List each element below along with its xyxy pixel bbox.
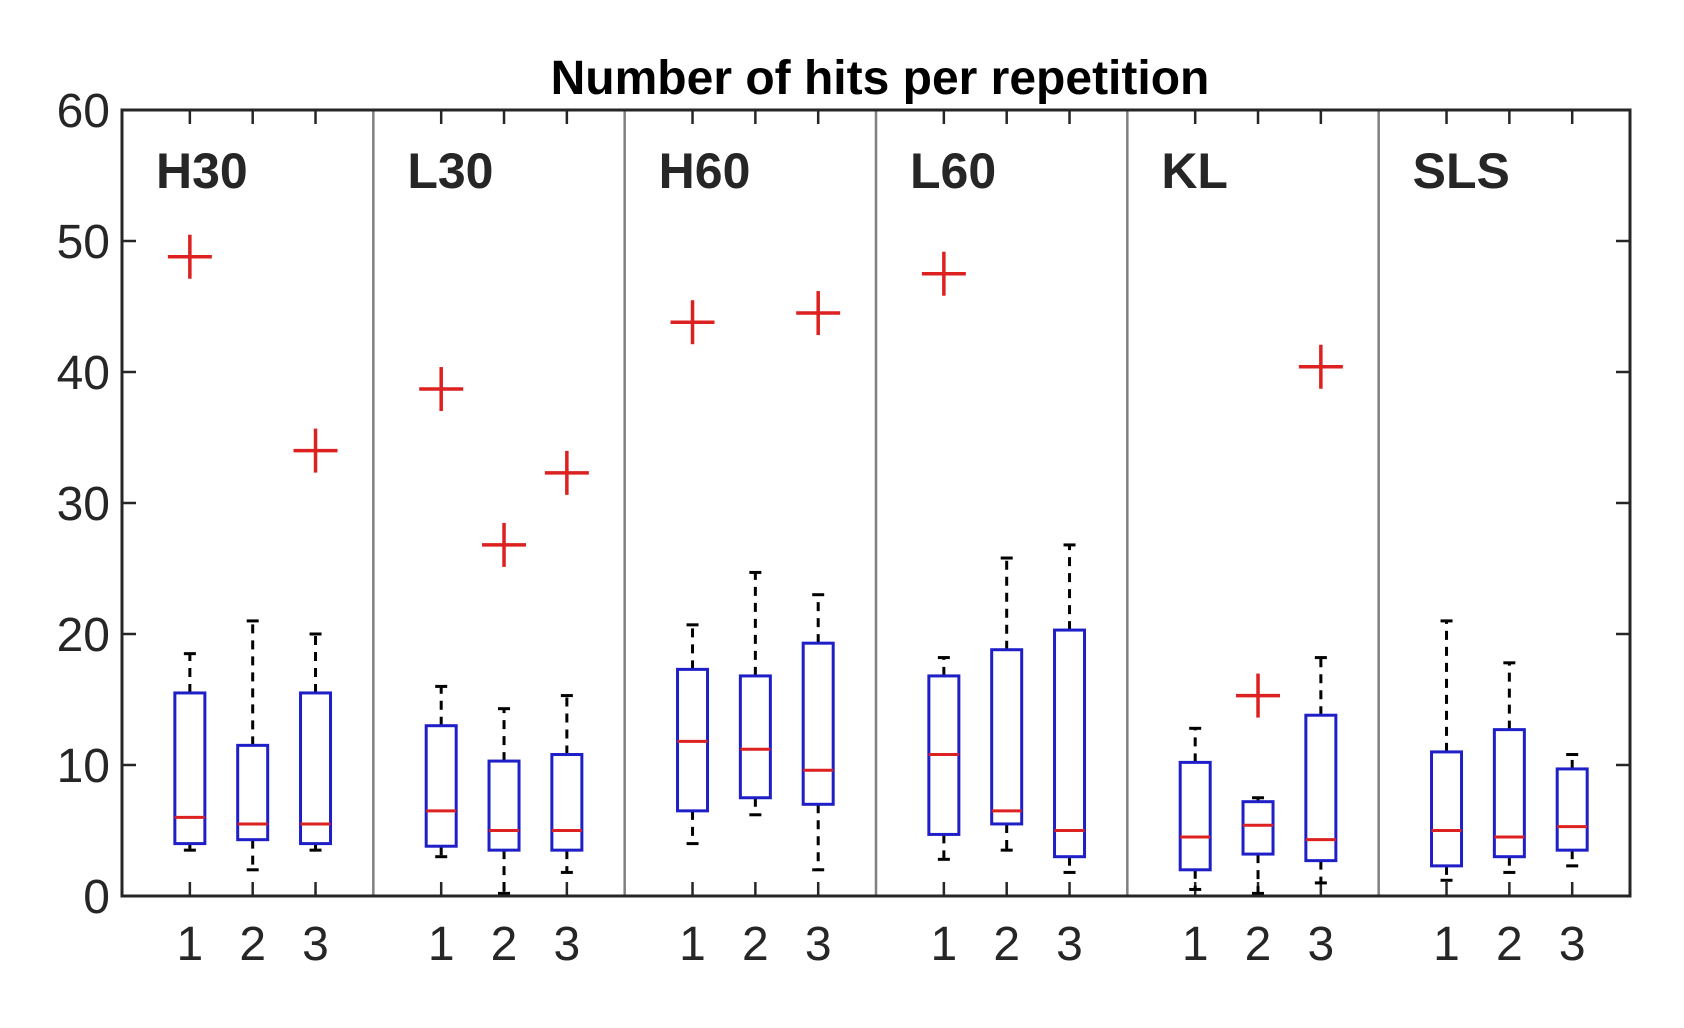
panel-label: L30: [407, 143, 493, 199]
panel-kl: KL 1 2 3: [1161, 110, 1343, 971]
y-tick-label: 30: [57, 478, 110, 531]
box: [1178, 760, 1212, 872]
panel-l30: L30 1 2 3: [407, 110, 589, 971]
x-tick-label: 2: [1245, 918, 1272, 971]
box: [738, 674, 772, 800]
x-tick-label: 2: [491, 918, 518, 971]
x-tick-label: 3: [302, 918, 329, 971]
panel-label: KL: [1161, 143, 1228, 199]
x-tick-label: 1: [428, 918, 455, 971]
box: [487, 759, 521, 852]
y-tick-label: 10: [57, 740, 110, 793]
y-tick-label: 40: [57, 347, 110, 400]
panel-sls: SLS 1 2 3: [1413, 110, 1589, 971]
x-tick-label: 2: [239, 918, 266, 971]
panel-h60: H60 1 2 3: [659, 110, 841, 971]
panel-label: H60: [659, 143, 751, 199]
box: [1241, 800, 1275, 856]
x-tick-label: 1: [177, 918, 204, 971]
chart-title: Number of hits per repetition: [551, 52, 1210, 105]
box: [1430, 750, 1464, 868]
x-tick-label: 2: [993, 918, 1020, 971]
box: [550, 753, 584, 852]
box: [173, 691, 207, 846]
x-tick-label: 2: [1496, 918, 1523, 971]
box: [1053, 628, 1087, 859]
panel-label: SLS: [1413, 143, 1510, 199]
panel-l60: L60 1 2 3: [910, 110, 1087, 971]
x-tick-label: 1: [1433, 918, 1460, 971]
x-tick-label: 1: [931, 918, 958, 971]
box: [1555, 767, 1589, 852]
box: [424, 724, 458, 848]
panel-label: H30: [156, 143, 248, 199]
x-tick-label: 3: [805, 918, 832, 971]
plot-frame: [120, 108, 1632, 898]
y-axis: 0 10 20 30 40 50 60: [57, 85, 1630, 924]
box: [1492, 728, 1526, 859]
x-tick-label: 1: [679, 918, 706, 971]
box: [801, 641, 835, 806]
box: [1304, 713, 1338, 863]
y-tick-label: 0: [83, 871, 110, 924]
panel-label: L60: [910, 143, 996, 199]
x-tick-label: 3: [1056, 918, 1083, 971]
x-tick-label: 3: [1559, 918, 1586, 971]
box: [236, 743, 270, 842]
x-tick-label: 2: [742, 918, 769, 971]
panel-dividers: [372, 110, 1380, 896]
box: [990, 648, 1024, 826]
x-tick-label: 1: [1182, 918, 1209, 971]
y-tick-label: 50: [57, 216, 110, 269]
y-tick-label: 20: [57, 609, 110, 662]
x-tick-label: 3: [1308, 918, 1335, 971]
x-tick-label: 3: [554, 918, 581, 971]
box: [299, 691, 333, 846]
panel-h30: H30 1 2 3: [156, 110, 338, 971]
y-tick-label: 60: [57, 85, 110, 138]
